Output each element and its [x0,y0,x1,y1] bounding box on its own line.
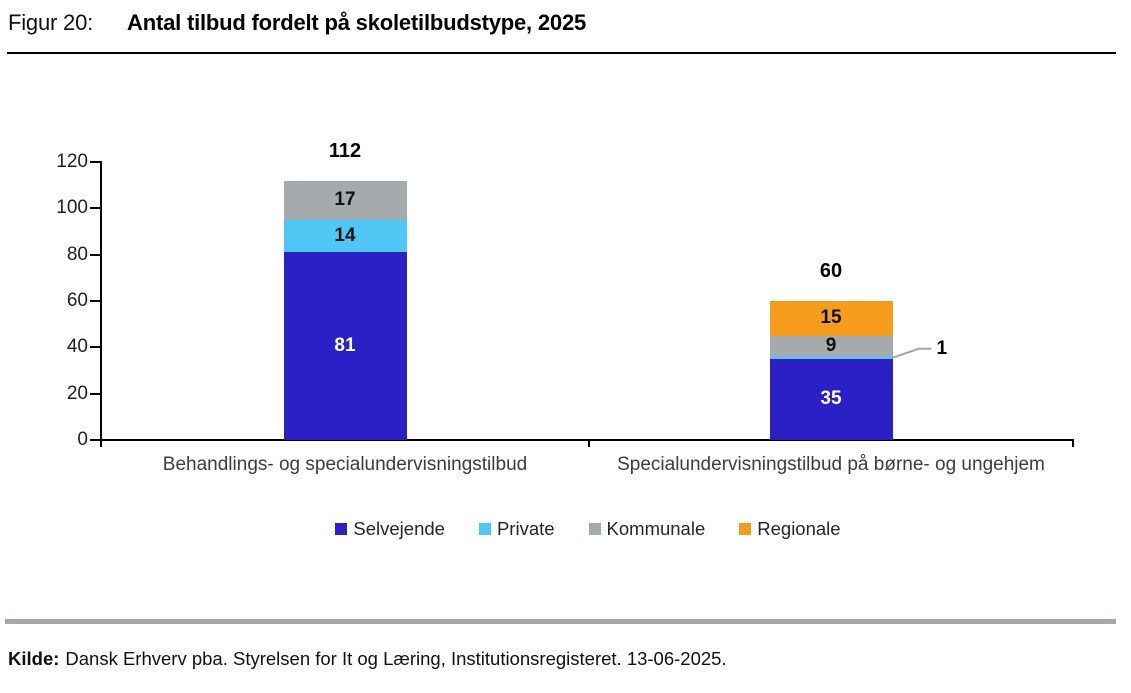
bar-segment-value: 15 [820,307,842,329]
y-axis-tick-label: 20 [66,382,88,404]
bar-segment-regionale [769,301,893,336]
y-axis-tick [90,161,100,163]
legend-label: Kommunale [606,518,706,539]
y-axis-tick [90,439,100,441]
x-axis-tick [100,441,102,447]
legend-swatch-icon [739,523,752,535]
y-axis-tick [90,207,100,210]
y-axis-tick-label: 80 [66,243,88,265]
y-axis-tick [90,392,100,395]
category-label: Behandlings- og specialundervisningstilb… [162,454,528,475]
bar-segment-private [769,356,893,359]
title-divider [7,52,1116,54]
bar-segment-kommunale [769,335,893,357]
y-axis-tick [90,346,100,349]
source-label: Kilde: [8,648,60,669]
legend-swatch-icon [588,523,601,535]
bar-segment-selvejende [283,252,407,440]
bar-segment-value: 14 [334,225,356,247]
bar-segment-private [283,219,407,253]
bar-segment-kommunale [283,180,407,220]
y-axis-tick-label: 120 [56,151,88,172]
chart-legend: Selvejende Private Kommunale Regionale [102,518,1074,540]
stacked-bar-chart: 0 20 40 60 80 100 120 81 14 17 112 Behandlings- og … [56,139,1074,475]
source-text: Dansk Erhverv pba. Styrelsen for It og L… [65,648,727,669]
footer-divider [5,619,1116,624]
bar-segment-value: 17 [334,189,356,211]
legend-swatch-icon [335,523,348,535]
y-axis-tick-label: 60 [66,290,88,311]
legend-item-selvejende: Selvejende [335,518,445,540]
y-axis-line [100,161,102,441]
callout-value-label: 1 [936,337,948,359]
bar-segment-value: 9 [825,335,837,357]
legend-item-private: Private [478,518,555,540]
bar-total-label: 112 [328,139,362,162]
y-axis-tick-label: 40 [66,336,88,358]
category-label: Specialundervisningstilbud på børne- og … [617,454,1045,475]
source-note: Kilde: Dansk Erhverv pba. Styrelsen for I… [8,648,727,670]
y-axis-tick [90,253,100,256]
bar-segment-value: 35 [820,388,842,410]
legend-item-regionale: Regionale [739,518,841,540]
bar-segment-value: 81 [334,335,356,357]
x-axis-tick [588,441,590,447]
callout-leader-line [892,347,932,359]
figure-number-label: Figur 20: [8,10,94,35]
x-axis-tick [1072,441,1074,447]
y-axis-tick-label: 100 [56,197,88,219]
page-title: Figur 20: Antal tilbud fordelt på skolet… [8,10,586,36]
legend-label: Regionale [757,518,841,539]
figure-title-text: Antal tilbud fordelt på skoletilbudstype… [127,10,587,35]
bar-total-label: 60 [819,260,843,282]
y-axis-tick-label: 0 [77,429,88,450]
legend-label: Selvejende [353,518,445,539]
bar-segment-selvejende [769,358,893,440]
y-axis-tick [90,300,100,302]
legend-item-kommunale: Kommunale [588,518,706,540]
legend-label: Private [496,518,555,539]
x-axis-line [100,439,1074,441]
legend-swatch-icon [478,523,491,535]
